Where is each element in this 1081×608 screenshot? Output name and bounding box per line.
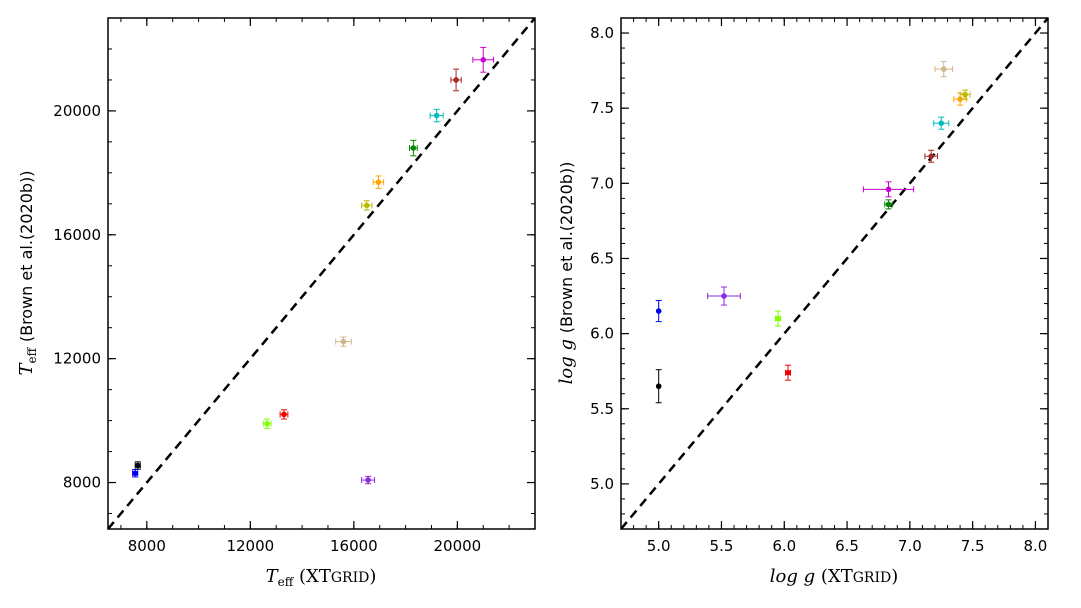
one-to-one-line [108,18,535,529]
marker [775,315,781,322]
data-point [472,46,495,73]
x-tick-label: 8000 [128,537,166,555]
data-point [132,469,139,478]
marker [928,153,935,160]
tick-layer: 5.0 5.5 6.0 6.5 7.0 7.5 8.0 5.0 5.5 6.0 6.5 7.0 7.5 8… [590,17,1049,555]
data-point [429,108,444,123]
marker [940,66,947,72]
data-point [262,418,272,429]
data-point [655,369,662,404]
y-tick-label: 6.0 [590,325,614,343]
data-point [774,310,781,327]
y-tick-label: 16000 [53,226,101,244]
data-point [450,68,462,92]
data-point [959,89,971,100]
data-point [361,200,373,211]
data-point [924,149,938,163]
marker [340,338,347,345]
data-point [934,61,954,78]
plot-area [108,18,535,529]
marker [655,308,662,314]
marker [410,145,417,151]
marker [134,462,141,469]
x-tick-label: 5.5 [710,537,734,555]
marker [962,91,968,98]
marker [885,186,892,193]
y-axis-title: Teff (Brown et al.(2020b)) [16,170,39,375]
marker [375,179,382,185]
x-tick-label: 6.0 [772,537,796,555]
x-tick-label: 7.0 [898,537,922,555]
marker [480,57,487,63]
y-tick-label: 6.5 [590,249,614,267]
data-point [707,286,741,306]
y-tick-label: 20000 [53,102,101,120]
marker [433,112,440,119]
data-point [372,175,385,189]
data-point [655,300,662,323]
y-tick-label: 5.5 [590,400,614,418]
x-tick-label: 16000 [330,537,378,555]
data-point [933,116,950,130]
data-point [862,181,915,198]
marker [938,120,945,127]
data-point [335,336,352,347]
marker [785,369,791,376]
x-tick-label: 12000 [226,537,274,555]
marker [885,201,892,208]
x-axis-title: log g (XTGRID) [770,566,898,587]
data-point [279,409,289,420]
teff-comparison-panel: 8000 12000 16000 20000 8000 12000 16000 20000 T… [16,17,536,589]
axes-frame [107,17,536,530]
x-tick-label: 8.0 [1024,537,1048,555]
logg-comparison-panel: 5.0 5.5 6.0 6.5 7.0 7.5 8.0 5.0 5.5 6.0 6.5 7.0 7.5 8… [556,17,1049,587]
x-axis-title: Teff (XTGRID) [266,566,377,589]
data-point [134,461,141,470]
y-axis-title: log g (Brown et al.(2020b)) [556,162,577,385]
x-tick-label: 20000 [434,537,482,555]
marker [363,202,370,209]
marker [264,420,270,427]
x-tick-label: 5.0 [647,537,671,555]
data-point [408,139,418,157]
tick-layer: 8000 12000 16000 20000 8000 12000 16000 20000 [53,17,536,555]
data-point [884,199,893,210]
y-tick-label: 12000 [53,350,101,368]
y-tick-label: 8.0 [590,24,614,42]
marker [957,96,963,102]
x-tick-label: 7.5 [961,537,985,555]
y-tick-label: 7.5 [590,99,614,117]
marker [655,383,662,390]
marker [365,477,371,483]
plot-area [621,18,1048,529]
marker [453,77,459,83]
data-point [785,364,792,381]
y-tick-label: 5.0 [590,475,614,493]
marker [132,470,138,477]
x-tick-label: 6.5 [835,537,859,555]
one-to-one-line [621,18,1048,529]
marker [721,293,727,299]
data-point [361,475,376,485]
y-tick-label: 8000 [63,474,101,492]
marker [281,411,287,418]
y-tick-label: 7.0 [590,174,614,192]
